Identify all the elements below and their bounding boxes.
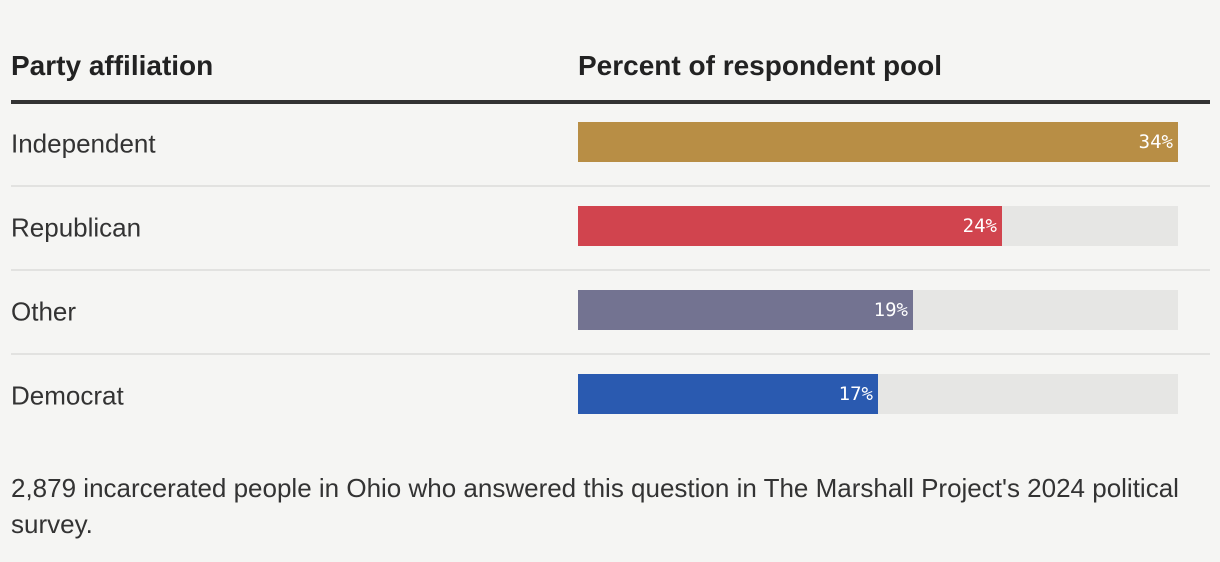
bar-track: 24%: [578, 206, 1178, 246]
category-label: Independent: [11, 128, 156, 159]
category-label: Other: [11, 296, 77, 327]
bar: 17%: [578, 374, 878, 414]
bar-track: 17%: [578, 374, 1178, 414]
bar-value-label: 34%: [1138, 131, 1173, 153]
table-header: Party affiliation Percent of respondent …: [11, 40, 1210, 104]
bar-track: 19%: [578, 290, 1178, 330]
value-column-header: Percent of respondent pool: [578, 50, 943, 81]
bar-row: Independent 34%: [11, 103, 1210, 187]
bar-row: Republican 24%: [11, 187, 1210, 271]
footnote: 2,879 incarcerated people in Ohio who an…: [11, 473, 1179, 539]
bar: 19%: [578, 290, 913, 330]
bar-value-label: 24%: [962, 215, 997, 237]
bar: 34%: [578, 122, 1178, 162]
bar-row: Other 19%: [11, 271, 1210, 355]
category-column-header: Party affiliation: [11, 50, 214, 81]
category-label: Republican: [11, 212, 142, 243]
category-label: Democrat: [11, 380, 124, 411]
bar-chart-rows: Independent 34% Republican 24% Other 19% Democ…: [11, 103, 1210, 437]
bar-value-label: 19%: [873, 299, 908, 321]
bar-row: Democrat 17%: [11, 355, 1210, 437]
bar-track: 34%: [578, 122, 1178, 162]
bar-value-label: 17%: [838, 383, 873, 405]
bar: 24%: [578, 206, 1002, 246]
